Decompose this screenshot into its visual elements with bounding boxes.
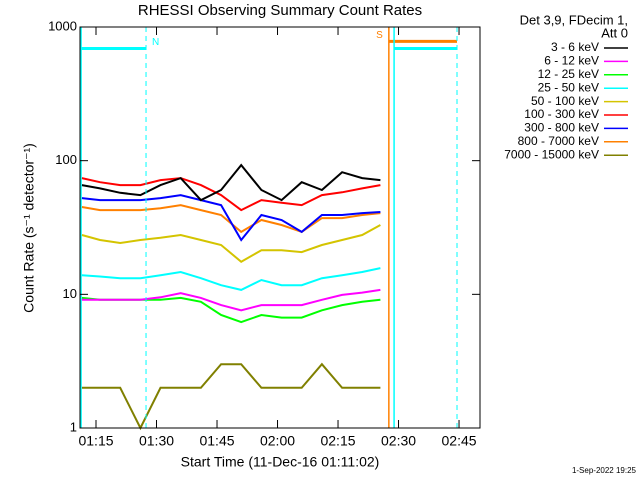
series-line	[81, 163, 381, 202]
legend-label: 100 - 300 keV	[524, 107, 599, 121]
legend-title: Att 0	[601, 25, 628, 40]
series-line	[81, 224, 381, 264]
legend-label: 7000 - 15000 keV	[504, 147, 599, 161]
legend-label: 12 - 25 keV	[538, 67, 599, 81]
legend-label: 50 - 100 keV	[531, 94, 599, 108]
annotation-label: N	[152, 37, 159, 48]
series-line	[81, 177, 381, 212]
y-tick-label: 1	[70, 419, 77, 434]
annotation-label: S	[376, 30, 383, 41]
legend-label: 800 - 7000 keV	[518, 134, 599, 148]
x-tick-label: 01:30	[139, 433, 174, 449]
legend-label: 3 - 6 keV	[551, 40, 599, 54]
chart-title: RHESSI Observing Summary Count Rates	[138, 2, 422, 19]
x-tick-label: 02:45	[442, 433, 477, 449]
y-tick-label: 1000	[48, 18, 77, 33]
legend-label: 6 - 12 keV	[544, 54, 599, 68]
legend-label: 25 - 50 keV	[538, 80, 599, 94]
legend-label: 300 - 800 keV	[524, 121, 599, 135]
legend-title: Det 3,9, FDecim 1,	[520, 12, 628, 27]
footer: 1-Sep-2022 19:25	[572, 466, 637, 475]
plot-frame	[79, 26, 481, 429]
y-tick-label: 100	[55, 152, 77, 167]
x-tick-label: 02:00	[260, 433, 295, 449]
series-line	[81, 362, 381, 431]
series-line	[81, 288, 381, 312]
x-axis-label: Start Time (11-Dec-16 01:11:02)	[181, 454, 380, 470]
x-tick-label: 01:45	[199, 433, 234, 449]
series-line	[81, 267, 381, 291]
x-tick-label: 01:15	[78, 433, 113, 449]
x-tick-label: 02:30	[381, 433, 416, 449]
y-axis-label: Count Rate (s⁻¹ detector⁻¹)	[21, 143, 37, 313]
x-tick-label: 02:15	[320, 433, 355, 449]
series-line	[81, 194, 381, 242]
y-tick-label: 10	[63, 286, 77, 301]
